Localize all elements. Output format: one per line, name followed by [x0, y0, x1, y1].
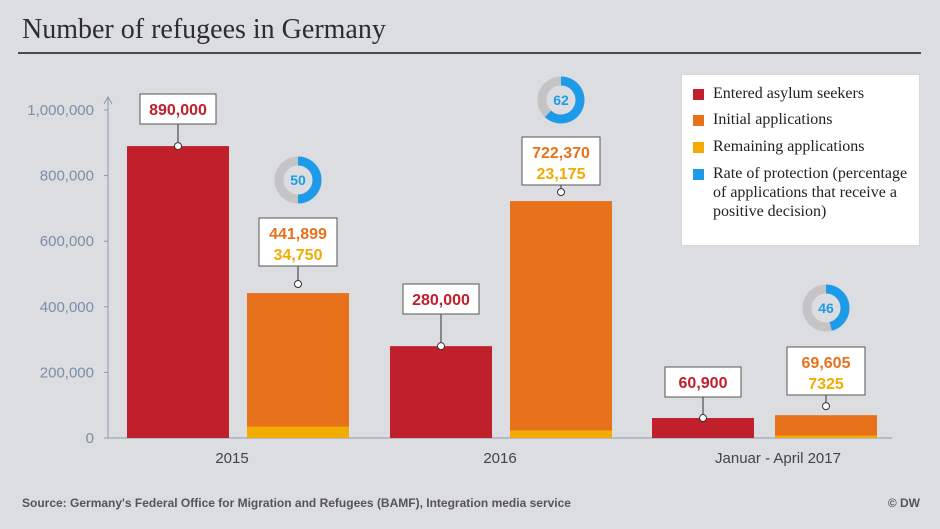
- label-applications-box: [521, 136, 601, 186]
- label-asylum-text: 280,000: [412, 292, 470, 309]
- label-applications-text: 722,370: [532, 145, 590, 162]
- label-asylum-box: [664, 366, 742, 398]
- label-asylum-text: 890,000: [149, 102, 207, 119]
- rate-donut-value: 46: [818, 300, 834, 316]
- y-axis-arrow: [103, 95, 113, 105]
- legend-item-asylum: Entered asylum seekers: [693, 84, 918, 103]
- legend: Entered asylum seekers Initial applicati…: [681, 74, 920, 246]
- label-applications-marker: [294, 280, 302, 289]
- rate-donut-value: 50: [290, 172, 306, 188]
- y-tick-label: 1,000,000: [27, 102, 94, 119]
- legend-item-rate: Rate of protection (percentage of applic…: [693, 164, 918, 221]
- label-applications-marker: [822, 402, 830, 411]
- rate-donut-value: 62: [553, 92, 569, 108]
- bar-remaining: [510, 430, 612, 438]
- bar-asylum: [652, 418, 754, 438]
- label-asylum-marker: [174, 142, 182, 151]
- y-tick-label: 800,000: [40, 168, 94, 185]
- label-applications-text: 34,750: [274, 247, 323, 264]
- legend-label: Rate of protection (percentage of applic…: [713, 165, 908, 220]
- rate-donut-arc: [825, 284, 850, 331]
- legend-swatch-initial: [693, 115, 704, 126]
- label-applications-box: [786, 346, 866, 396]
- label-asylum-box: [139, 93, 217, 125]
- label-applications-box: [258, 217, 338, 267]
- rate-donut-arc: [297, 156, 322, 204]
- bar-asylum: [390, 346, 492, 438]
- x-category-label: 2016: [483, 450, 516, 467]
- label-asylum-marker: [699, 414, 707, 423]
- label-applications-text: 7325: [808, 376, 844, 393]
- legend-swatch-remaining: [693, 142, 704, 153]
- bar-initial: [510, 201, 612, 438]
- legend-label: Entered asylum seekers: [713, 85, 865, 102]
- chart-title: Number of refugees in Germany: [22, 14, 386, 45]
- legend-swatch-rate: [693, 169, 704, 180]
- rate-donut-arc: [544, 76, 585, 124]
- legend-swatch-asylum: [693, 89, 704, 100]
- legend-item-remaining: Remaining applications: [693, 137, 918, 156]
- x-category-label: 2015: [215, 450, 248, 467]
- y-tick-label: 400,000: [40, 299, 94, 316]
- legend-label: Initial applications: [713, 111, 833, 128]
- y-tick-label: 600,000: [40, 233, 94, 250]
- legend-label: Remaining applications: [713, 138, 865, 155]
- label-asylum-text: 60,900: [679, 375, 728, 392]
- y-tick-label: 0: [86, 430, 94, 447]
- bar-initial: [247, 293, 349, 438]
- label-asylum-marker: [437, 342, 445, 351]
- bar-remaining: [247, 426, 349, 438]
- label-asylum-box: [402, 283, 480, 315]
- y-tick-label: 200,000: [40, 364, 94, 381]
- credit: © DW: [887, 496, 920, 510]
- label-applications-marker: [557, 188, 565, 197]
- source-note: Source: Germany's Federal Office for Mig…: [22, 496, 571, 510]
- x-category-label: Januar - April 2017: [715, 450, 841, 467]
- bar-remaining: [775, 435, 877, 438]
- label-applications-text: 441,899: [269, 226, 327, 243]
- label-applications-text: 69,605: [802, 355, 851, 372]
- bar-asylum: [127, 146, 229, 438]
- bar-initial: [775, 415, 877, 438]
- label-applications-text: 23,175: [537, 166, 586, 183]
- title-divider: [18, 52, 921, 54]
- legend-item-initial: Initial applications: [693, 110, 918, 129]
